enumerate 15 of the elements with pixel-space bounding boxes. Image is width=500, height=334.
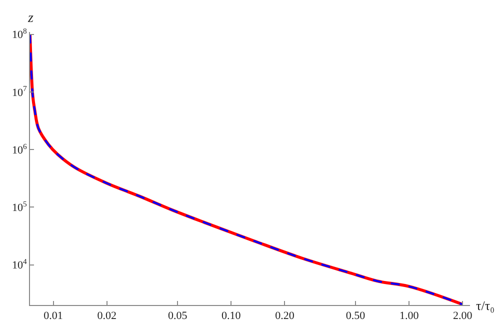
x-tick-label: 0.05 <box>168 310 188 322</box>
y-tick-label: 10$^{7}$ <box>12 84 27 99</box>
x-tick-label: 0.20 <box>275 310 295 322</box>
x-tick-label: 0.10 <box>222 310 242 322</box>
y-tick-label: 10$^{5}$ <box>12 199 27 214</box>
x-tick-label: 0.50 <box>346 310 366 322</box>
x-tick-label: 0.02 <box>97 310 116 322</box>
y-tick-label: 10$^{6}$ <box>12 142 27 156</box>
x-tick-label: 2.00 <box>453 310 473 322</box>
y-tick-label: 10$^{8}$ <box>12 26 27 42</box>
y-tick-label: 10$^{4}$ <box>12 256 27 272</box>
y-axis-title: z <box>27 11 34 26</box>
x-axis-title: τ/τ₀ <box>476 298 495 313</box>
x-tick-label: 1.00 <box>399 310 420 322</box>
x-tick-label: 0.01 <box>44 310 63 322</box>
